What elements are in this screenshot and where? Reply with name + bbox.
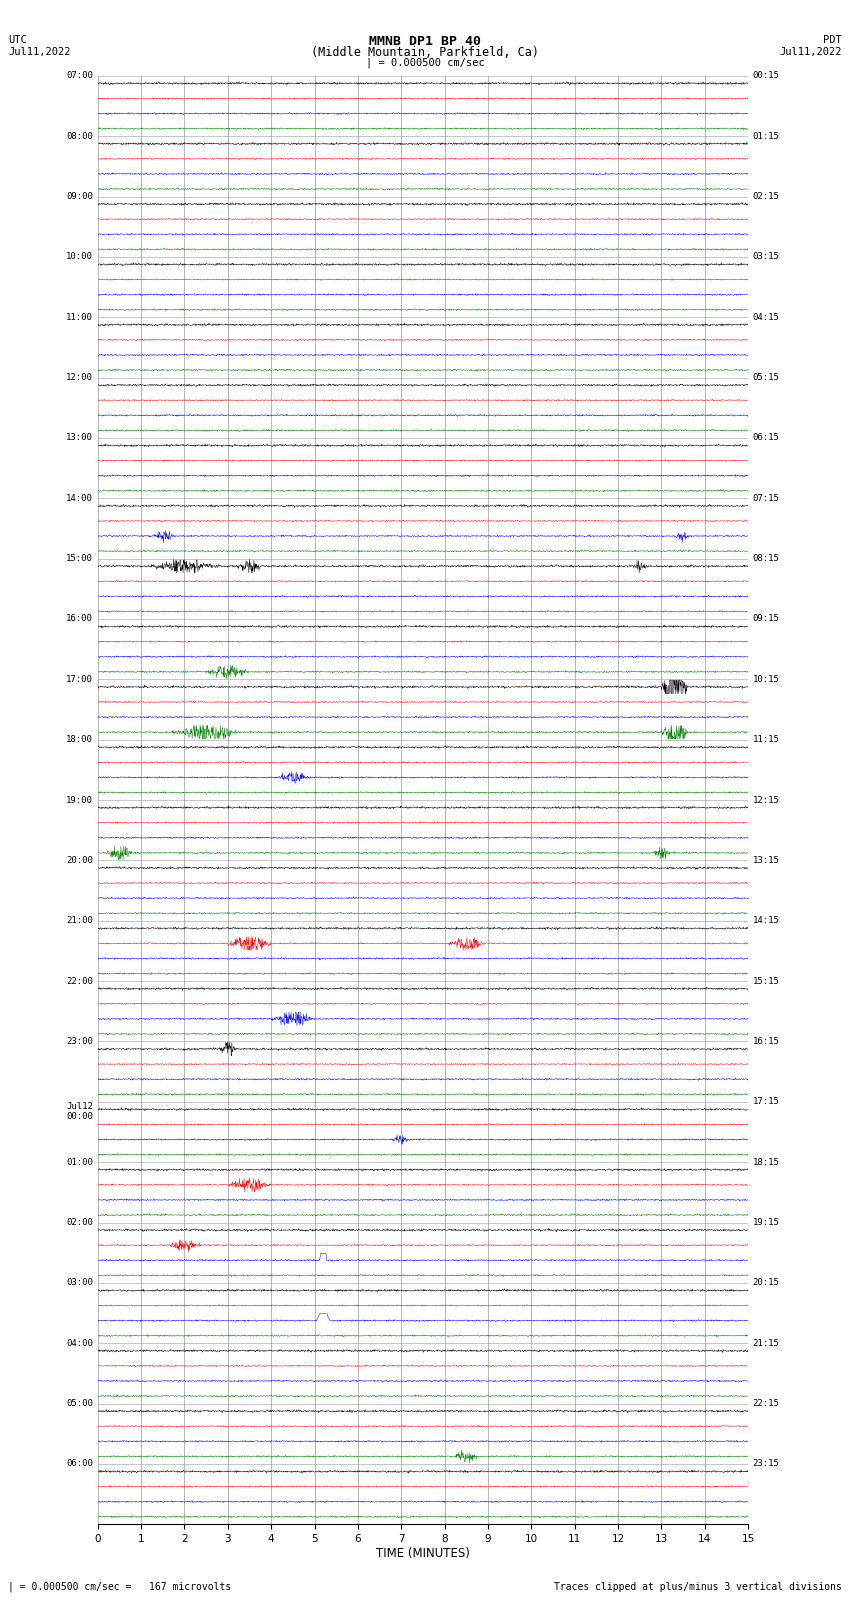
Text: PDT: PDT (823, 35, 842, 45)
Text: Jul12
00:00: Jul12 00:00 (66, 1102, 94, 1121)
Text: 06:15: 06:15 (752, 434, 779, 442)
Text: 11:15: 11:15 (752, 736, 779, 744)
Text: 04:15: 04:15 (752, 313, 779, 321)
Text: 01:15: 01:15 (752, 132, 779, 140)
Text: 22:00: 22:00 (66, 976, 94, 986)
Text: Jul11,2022: Jul11,2022 (8, 47, 71, 56)
Text: 15:00: 15:00 (66, 555, 94, 563)
Text: 05:15: 05:15 (752, 373, 779, 382)
Text: 20:15: 20:15 (752, 1279, 779, 1287)
Text: 15:15: 15:15 (752, 976, 779, 986)
Text: (Middle Mountain, Parkfield, Ca): (Middle Mountain, Parkfield, Ca) (311, 45, 539, 60)
Text: 19:15: 19:15 (752, 1218, 779, 1227)
Text: 16:00: 16:00 (66, 615, 94, 624)
Text: 03:15: 03:15 (752, 252, 779, 261)
Text: 07:00: 07:00 (66, 71, 94, 81)
Text: 13:00: 13:00 (66, 434, 94, 442)
Text: 12:00: 12:00 (66, 373, 94, 382)
Text: 00:15: 00:15 (752, 71, 779, 81)
Text: 21:00: 21:00 (66, 916, 94, 926)
Text: 20:00: 20:00 (66, 857, 94, 865)
Text: 09:15: 09:15 (752, 615, 779, 624)
Text: 10:00: 10:00 (66, 252, 94, 261)
Text: 23:15: 23:15 (752, 1460, 779, 1468)
Text: | = 0.000500 cm/sec: | = 0.000500 cm/sec (366, 58, 484, 68)
Text: 04:00: 04:00 (66, 1339, 94, 1348)
Text: 10:15: 10:15 (752, 674, 779, 684)
Text: 12:15: 12:15 (752, 795, 779, 805)
Text: 05:00: 05:00 (66, 1398, 94, 1408)
Text: 23:00: 23:00 (66, 1037, 94, 1045)
Text: | = 0.000500 cm/sec =   167 microvolts: | = 0.000500 cm/sec = 167 microvolts (8, 1581, 232, 1592)
Text: 08:00: 08:00 (66, 132, 94, 140)
Text: 02:00: 02:00 (66, 1218, 94, 1227)
Text: 01:00: 01:00 (66, 1158, 94, 1166)
Text: 13:15: 13:15 (752, 857, 779, 865)
Text: 02:15: 02:15 (752, 192, 779, 202)
Text: 17:00: 17:00 (66, 674, 94, 684)
Text: 14:00: 14:00 (66, 494, 94, 503)
Text: 07:15: 07:15 (752, 494, 779, 503)
Text: 08:15: 08:15 (752, 555, 779, 563)
Text: Jul11,2022: Jul11,2022 (779, 47, 842, 56)
Text: 17:15: 17:15 (752, 1097, 779, 1107)
Text: 22:15: 22:15 (752, 1398, 779, 1408)
Text: 21:15: 21:15 (752, 1339, 779, 1348)
Text: 11:00: 11:00 (66, 313, 94, 321)
Text: 03:00: 03:00 (66, 1279, 94, 1287)
Text: 18:00: 18:00 (66, 736, 94, 744)
Text: UTC: UTC (8, 35, 27, 45)
Text: 14:15: 14:15 (752, 916, 779, 926)
Text: 06:00: 06:00 (66, 1460, 94, 1468)
Text: 19:00: 19:00 (66, 795, 94, 805)
Text: 09:00: 09:00 (66, 192, 94, 202)
Text: Traces clipped at plus/minus 3 vertical divisions: Traces clipped at plus/minus 3 vertical … (553, 1582, 842, 1592)
Text: MMNB DP1 BP 40: MMNB DP1 BP 40 (369, 35, 481, 48)
Text: 16:15: 16:15 (752, 1037, 779, 1045)
X-axis label: TIME (MINUTES): TIME (MINUTES) (376, 1547, 470, 1560)
Text: 18:15: 18:15 (752, 1158, 779, 1166)
